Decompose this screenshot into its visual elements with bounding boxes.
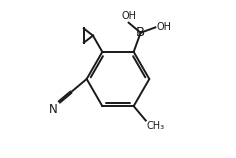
Text: OH: OH [121, 11, 136, 21]
Text: N: N [49, 103, 58, 116]
Text: B: B [136, 26, 145, 39]
Text: OH: OH [156, 22, 171, 32]
Text: CH₃: CH₃ [147, 121, 165, 131]
